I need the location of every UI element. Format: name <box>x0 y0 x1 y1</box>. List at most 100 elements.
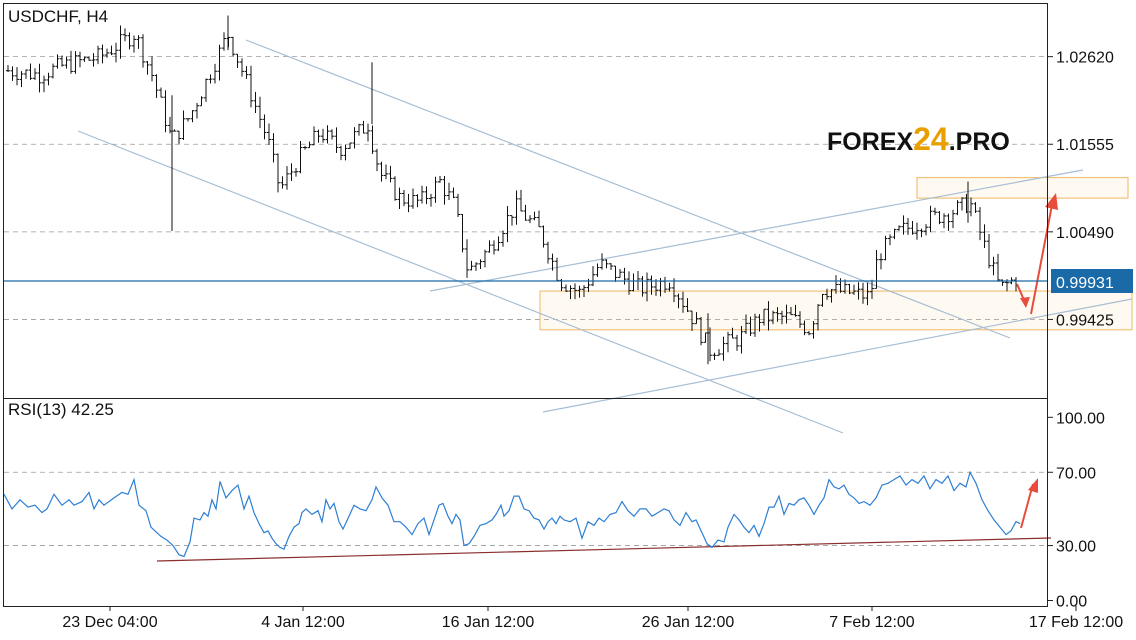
price-bar <box>933 207 937 216</box>
forecast-arrow-down <box>1016 283 1025 301</box>
price-bar <box>177 130 181 144</box>
price-bar <box>802 320 807 336</box>
price-bar <box>870 279 874 299</box>
price-bar <box>883 235 888 261</box>
price-bar <box>811 321 816 339</box>
price-bar <box>573 283 577 300</box>
price-bar <box>483 249 487 268</box>
price-bar <box>271 133 276 163</box>
price-bar <box>897 225 901 231</box>
price-bar <box>924 224 928 236</box>
price-bar <box>784 304 789 324</box>
price-tick-label: 1.01555 <box>1056 137 1114 154</box>
price-bar <box>388 165 393 183</box>
price-bar <box>415 194 420 208</box>
price-bar <box>694 312 699 325</box>
price-bar <box>739 325 744 354</box>
rsi-tick-label: 0.00 <box>1056 594 1087 611</box>
price-bar <box>316 129 321 143</box>
price-bar <box>172 129 177 132</box>
price-bar <box>334 127 339 153</box>
rsi-series-line <box>3 470 1021 558</box>
price-bar <box>577 285 582 298</box>
price-bar <box>150 56 154 82</box>
price-bar <box>757 314 762 332</box>
price-bar <box>303 145 307 150</box>
price-bar <box>622 267 627 285</box>
price-bar <box>690 310 694 331</box>
price-bar <box>510 215 514 226</box>
price-bar <box>595 263 600 277</box>
price-bar <box>24 69 28 79</box>
price-bar <box>343 144 348 161</box>
price-bar <box>294 168 298 177</box>
price-bar <box>325 125 330 144</box>
price-bar <box>19 71 24 88</box>
logo-part-pro: .PRO <box>949 128 1010 156</box>
price-bar <box>82 56 87 62</box>
x-tick-label: 23 Dec 04:00 <box>62 614 157 631</box>
rsi-tick-label: 70.00 <box>1056 465 1096 482</box>
price-bar <box>33 68 37 81</box>
rsi-tick-label: 100.00 <box>1056 410 1105 427</box>
price-bar <box>906 218 910 235</box>
price-bar <box>973 202 978 214</box>
price-bar <box>825 288 829 300</box>
price-bar <box>645 272 649 302</box>
price-bar <box>649 275 654 295</box>
price-tick-label: 1.02620 <box>1056 50 1114 67</box>
price-bar <box>447 182 451 201</box>
price-bar <box>6 65 10 72</box>
price-bar <box>478 259 483 270</box>
price-bar <box>910 221 915 235</box>
price-bar <box>217 44 222 81</box>
price-bar <box>726 331 730 353</box>
price-bar <box>676 293 681 309</box>
price-bar <box>136 35 141 49</box>
price-bar <box>195 102 199 119</box>
price-bar <box>978 207 982 241</box>
price-bar <box>519 189 523 212</box>
price-chart-title: USDCHF, H4 <box>8 7 108 26</box>
price-bar <box>834 275 838 294</box>
price-bar <box>721 336 726 361</box>
price-bar <box>604 259 609 269</box>
price-bar <box>681 291 685 313</box>
price-bar <box>208 74 213 84</box>
price-bar <box>996 253 1000 282</box>
price-bar <box>312 126 316 146</box>
price-bar <box>163 90 168 133</box>
price-bar <box>460 214 465 253</box>
price-bar <box>51 63 55 79</box>
price-bar <box>775 307 780 322</box>
price-bar <box>100 44 105 64</box>
price-bar <box>874 250 879 289</box>
price-bar <box>433 176 438 203</box>
channel-line <box>542 298 1133 413</box>
price-bar <box>469 260 474 271</box>
rsi-chart-title: RSI(13) 42.25 <box>8 400 114 419</box>
price-bar <box>555 257 559 282</box>
price-bar <box>568 285 573 300</box>
price-bar <box>744 314 748 334</box>
price-bar <box>267 123 271 145</box>
price-bar <box>465 239 469 278</box>
forecast-arrow-up <box>1030 204 1053 315</box>
x-axis: 23 Dec 04:00 4 Jan 12:00 16 Jan 12:00 26 Ja… <box>62 606 1123 631</box>
price-bar <box>987 233 991 269</box>
price-bar <box>631 273 636 292</box>
price-bar <box>708 327 712 362</box>
price-bar <box>564 284 568 293</box>
price-bar <box>114 42 118 63</box>
price-bar <box>865 282 870 306</box>
price-bar <box>289 163 294 181</box>
price-candles <box>6 15 1018 365</box>
price-bar <box>168 116 172 134</box>
price-bar <box>154 74 159 98</box>
price-bar <box>307 141 312 149</box>
price-bar <box>514 190 519 225</box>
x-tick-label: 16 Jan 12:00 <box>442 614 535 631</box>
price-bar <box>456 193 460 217</box>
price-bar <box>820 293 825 307</box>
price-bar <box>204 78 208 102</box>
